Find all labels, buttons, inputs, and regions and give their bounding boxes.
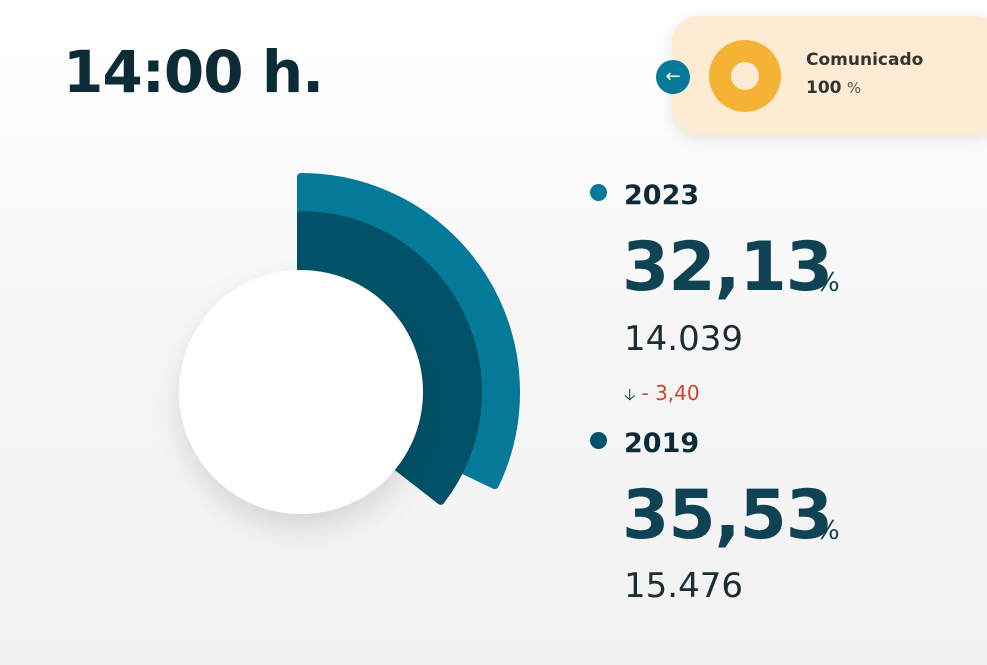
count-value-2023: 14.039 [624, 319, 743, 359]
percent-value-2023: 32,13 [622, 228, 833, 307]
time-heading: 14:00 h. [63, 38, 324, 106]
back-button[interactable]: ← [656, 60, 690, 94]
year-label-2019: 2019 [624, 428, 700, 459]
difference-value: - 3,40 [641, 381, 700, 405]
count-value-2019: 15.476 [624, 566, 743, 606]
percent-unit-2023: % [815, 268, 840, 298]
arrow-down-icon: 🡣 [624, 385, 636, 404]
donut-center [179, 270, 423, 514]
arrow-left-icon: ← [665, 66, 681, 87]
status-value: 100 % [806, 78, 861, 98]
percent-value-2019: 35,53 [622, 476, 833, 555]
progress-ring-hole [731, 62, 759, 90]
series-dot-2019 [590, 432, 607, 449]
percent-unit-2019: % [815, 516, 840, 546]
difference-indicator: 🡣 - 3,40 [624, 381, 700, 411]
series-dot-2023 [590, 184, 607, 201]
year-label-2023: 2023 [624, 180, 700, 211]
status-label: Comunicado [806, 50, 924, 70]
status-unit: % [846, 79, 862, 97]
status-number: 100 [806, 78, 842, 98]
